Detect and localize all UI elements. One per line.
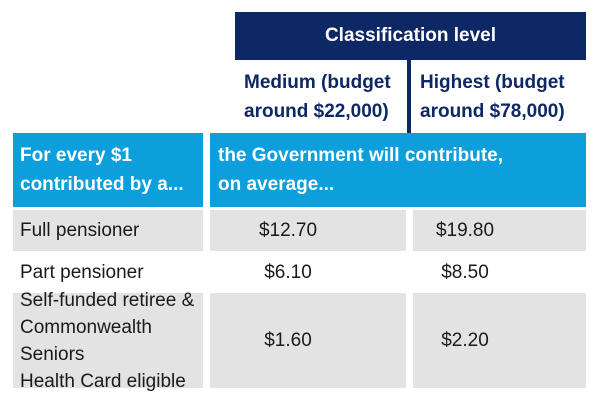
value-text: $8.50 xyxy=(441,261,489,283)
row-label-text: Health Card eligible xyxy=(20,370,186,392)
column-divider xyxy=(407,60,411,133)
column-header-medium: Medium (budget around $22,000) xyxy=(235,60,407,133)
value-text: $1.60 xyxy=(264,330,312,351)
row-header-contributor: For every $1 contributed by a... xyxy=(13,133,203,207)
row-header-contribution: the Government will contribute, on avera… xyxy=(210,133,586,207)
value-text: $6.10 xyxy=(264,261,312,283)
column-header-medium-line2: around $22,000) xyxy=(244,100,389,122)
value-full-pensioner-medium: $12.70 xyxy=(210,210,406,251)
row-label-text: Full pensioner xyxy=(20,220,140,241)
row-header-contributor-line1: For every $1 xyxy=(20,145,132,166)
row-label-self-funded-retiree: Self-funded retiree & Commonwealth Senio… xyxy=(13,290,203,392)
value-text: $12.70 xyxy=(258,220,318,241)
row-label-full-pensioner: Full pensioner xyxy=(13,210,203,251)
column-header-highest-line1: Highest (budget xyxy=(420,71,565,93)
row-header-contribution-line2: on average... xyxy=(218,174,335,195)
classification-level-title: Classification level xyxy=(324,25,497,46)
value-part-pensioner-highest: $8.50 xyxy=(413,251,586,293)
value-self-funded-highest: $2.20 xyxy=(413,293,586,388)
value-self-funded-medium: $1.60 xyxy=(210,293,406,388)
value-text: $19.80 xyxy=(435,220,495,241)
column-header-medium-line1: Medium (budget xyxy=(244,71,391,93)
value-text: $2.20 xyxy=(441,330,489,351)
row-header-contribution-line1: the Government will contribute, xyxy=(218,145,504,166)
row-label-part-pensioner: Part pensioner xyxy=(13,251,203,293)
column-header-highest: Highest (budget around $78,000) xyxy=(413,60,586,133)
value-part-pensioner-medium: $6.10 xyxy=(210,251,406,293)
row-label-text: Commonwealth Seniors xyxy=(20,316,152,365)
value-full-pensioner-highest: $19.80 xyxy=(413,210,586,251)
row-header-contributor-line2: contributed by a... xyxy=(20,174,184,195)
classification-level-header: Classification level xyxy=(235,12,586,60)
column-header-highest-line2: around $78,000) xyxy=(420,100,565,122)
row-label-text: Self-funded retiree & xyxy=(20,289,195,311)
row-label-text: Part pensioner xyxy=(20,261,144,283)
